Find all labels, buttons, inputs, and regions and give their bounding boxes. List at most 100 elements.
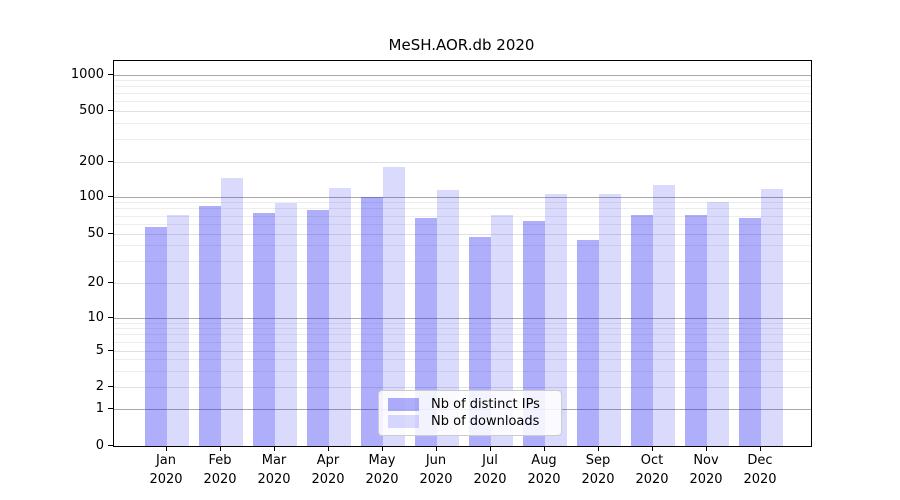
legend-item-distinct-ips: Nb of distinct IPs: [388, 397, 551, 412]
bar-downloads: [545, 193, 567, 446]
y-tick-mark: [108, 349, 113, 351]
minor-gridline: [114, 86, 811, 88]
y-tick-mark: [108, 195, 113, 197]
major-gridline: [114, 282, 811, 284]
bar-distinct-ips: [307, 210, 329, 446]
minor-gridline: [114, 79, 811, 81]
minor-gridline: [114, 359, 811, 361]
y-tick-mark: [108, 407, 113, 409]
y-tick-label: 0: [95, 437, 104, 453]
minor-gridline: [114, 122, 811, 124]
bar-downloads: [761, 189, 783, 446]
legend-label-distinct-ips: Nb of distinct IPs: [431, 397, 540, 412]
x-tick-label: Dec 2020: [743, 453, 777, 487]
y-tick-label: 1000: [70, 66, 104, 82]
x-tick-mark: [435, 446, 437, 451]
minor-gridline: [114, 215, 811, 217]
minor-gridline: [114, 101, 811, 103]
bar-downloads: [491, 214, 513, 446]
x-tick-label: Sep 2020: [581, 453, 615, 487]
bar-distinct-ips: [253, 213, 275, 446]
bar-downloads: [275, 202, 297, 446]
bar-downloads: [437, 189, 459, 446]
bar-downloads: [221, 178, 243, 446]
bar-downloads: [167, 215, 189, 446]
minor-gridline: [114, 202, 811, 204]
bar-distinct-ips: [685, 215, 707, 446]
major-gridline: [114, 233, 811, 235]
y-tick-mark: [108, 444, 113, 446]
y-tick-mark: [108, 109, 113, 111]
x-tick-label: Jun 2020: [419, 453, 453, 487]
x-tick-label: May 2020: [365, 453, 399, 487]
minor-gridline: [114, 260, 811, 262]
minor-gridline: [114, 370, 811, 372]
minor-gridline: [114, 138, 811, 140]
y-tick-label: 100: [79, 188, 104, 204]
minor-gridline: [114, 208, 811, 210]
x-tick-mark: [381, 446, 383, 451]
x-tick-label: Oct 2020: [635, 453, 669, 487]
x-tick-label: Aug 2020: [527, 453, 561, 487]
y-tick-label: 50: [87, 225, 104, 241]
legend-swatch-distinct-ips-icon: [388, 398, 419, 411]
x-tick-mark: [543, 446, 545, 451]
major-gridline: [114, 74, 811, 76]
y-tick-label: 200: [79, 153, 104, 169]
major-gridline: [114, 386, 811, 388]
x-tick-mark: [705, 446, 707, 451]
y-tick-mark: [108, 316, 113, 318]
plot-area: Nb of distinct IPs Nb of downloads: [113, 60, 812, 447]
bar-distinct-ips: [739, 218, 761, 446]
legend-label-downloads: Nb of downloads: [431, 414, 540, 429]
y-tick-label: 5: [95, 342, 104, 358]
bar-distinct-ips: [361, 196, 383, 446]
bar-downloads: [383, 167, 405, 446]
bar-distinct-ips: [631, 214, 653, 446]
x-tick-mark: [219, 446, 221, 451]
x-tick-mark: [597, 446, 599, 451]
bar-downloads: [707, 202, 729, 446]
x-tick-mark: [651, 446, 653, 451]
minor-gridline: [114, 223, 811, 225]
bar-downloads: [653, 184, 675, 446]
x-tick-mark: [273, 446, 275, 451]
bar-downloads: [599, 193, 621, 446]
y-tick-mark: [108, 385, 113, 387]
major-gridline: [114, 110, 811, 112]
bar-distinct-ips: [577, 239, 599, 446]
x-tick-label: Jul 2020: [473, 453, 507, 487]
y-tick-mark: [108, 73, 113, 75]
major-gridline: [114, 350, 811, 352]
x-tick-mark: [759, 446, 761, 451]
legend: Nb of distinct IPs Nb of downloads: [378, 390, 562, 436]
major-gridline: [114, 317, 811, 319]
y-tick-label: 10: [87, 309, 104, 325]
x-tick-label: Feb 2020: [203, 453, 237, 487]
bar-distinct-ips: [145, 227, 167, 446]
minor-gridline: [114, 245, 811, 247]
major-gridline: [114, 161, 811, 163]
x-tick-label: Mar 2020: [257, 453, 291, 487]
y-tick-label: 2: [95, 378, 104, 394]
bar-downloads: [329, 187, 351, 446]
x-tick-label: Apr 2020: [311, 453, 345, 487]
bar-distinct-ips: [199, 206, 221, 446]
minor-gridline: [114, 322, 811, 324]
y-tick-label: 1: [95, 400, 104, 416]
legend-swatch-downloads-icon: [388, 415, 419, 428]
chart-title: MeSH.AOR.db 2020: [388, 36, 535, 54]
x-tick-mark: [165, 446, 167, 451]
bar-distinct-ips: [523, 220, 545, 446]
x-tick-label: Jan 2020: [149, 453, 183, 487]
minor-gridline: [114, 334, 811, 336]
x-tick-mark: [489, 446, 491, 451]
y-tick-mark: [108, 232, 113, 234]
y-tick-label: 500: [79, 102, 104, 118]
minor-gridline: [114, 341, 811, 343]
y-tick-label: 20: [87, 274, 104, 290]
minor-gridline: [114, 93, 811, 95]
legend-item-downloads: Nb of downloads: [388, 414, 551, 429]
bar-distinct-ips: [415, 217, 437, 446]
